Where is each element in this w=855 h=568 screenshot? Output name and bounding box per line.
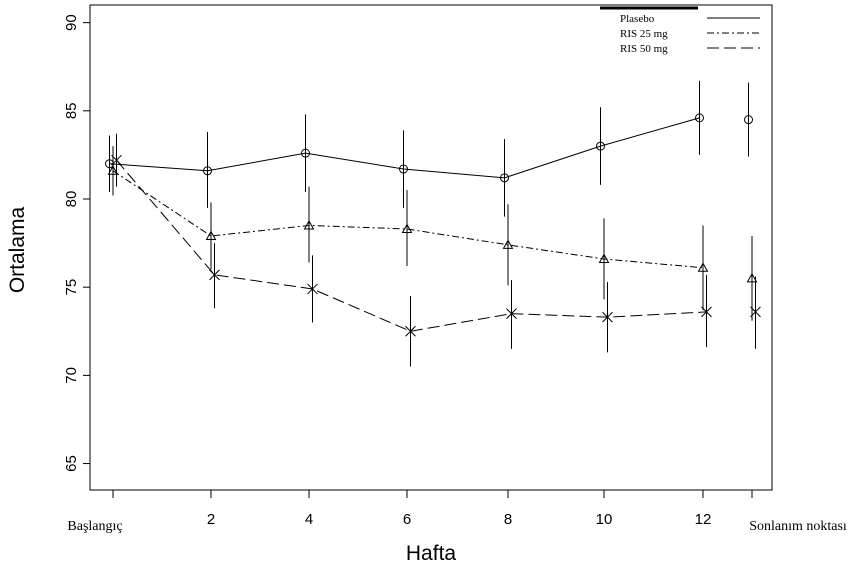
x-tick-label: Sonlanım noktası — [749, 519, 847, 534]
y-tick-label: 80 — [63, 191, 80, 208]
triangle-marker — [746, 272, 758, 283]
triangle-marker — [303, 219, 315, 230]
legend-label: RIS 50 mg — [620, 43, 668, 55]
series-ris-50-mg — [111, 133, 761, 367]
triangle-marker — [107, 165, 119, 175]
cross-stroke — [209, 269, 220, 281]
triangle-marker — [697, 262, 709, 272]
cross-stroke — [111, 154, 122, 166]
series-layer — [105, 80, 761, 367]
y-tick-label: 65 — [63, 455, 80, 472]
x-axis-label: Hafta — [406, 542, 457, 565]
legend: Plasebo RIS 25 mg RIS 50 mg — [600, 6, 760, 55]
x-tick-label: 12 — [695, 511, 712, 528]
y-tick-label: 70 — [63, 367, 80, 384]
series-plasebo — [105, 80, 753, 217]
circle-marker — [695, 113, 704, 123]
y-axis-label: Ortalama — [6, 207, 29, 294]
cross-marker — [405, 325, 416, 337]
cross-marker — [506, 308, 517, 319]
x-tick-label: 6 — [403, 511, 411, 528]
x-tick-label: Başlangıç — [67, 519, 122, 534]
x-tick-label: 10 — [596, 511, 613, 528]
circle-marker — [301, 148, 310, 158]
x-tick-label: 4 — [305, 511, 313, 528]
circle-marker — [500, 173, 509, 183]
cross-marker — [111, 154, 122, 166]
triangle-marker — [401, 223, 413, 233]
cross-stroke — [750, 306, 761, 318]
triangle-marker — [598, 253, 610, 263]
y-tick-label: 75 — [63, 279, 80, 296]
cross-marker — [602, 311, 613, 323]
y-tick-label: 85 — [63, 102, 80, 119]
x-tick-label: 8 — [504, 511, 512, 528]
circle-marker — [203, 166, 212, 176]
circle-marker — [596, 141, 605, 151]
circle-marker — [744, 115, 753, 125]
cross-marker — [307, 283, 318, 295]
circle-marker — [399, 164, 408, 174]
x-tick-label: 2 — [207, 511, 215, 528]
cross-marker — [701, 306, 712, 318]
axes: 65 70 75 80 85 90 Başlangıç 2 4 6 8 10 12 Sonlanım no… — [63, 4, 847, 534]
triangle-marker — [205, 230, 217, 241]
series-ris-25-mg — [107, 146, 758, 321]
triangle-marker — [502, 239, 514, 249]
legend-label: Plasebo — [620, 13, 655, 25]
cross-stroke — [506, 308, 517, 319]
series-line — [112, 170, 704, 269]
cross-stroke — [701, 306, 712, 318]
cross-marker — [750, 306, 761, 318]
cross-marker — [209, 269, 220, 281]
series-line — [116, 159, 707, 332]
series-line — [109, 117, 700, 179]
plot-frame — [89, 4, 773, 491]
cross-stroke — [307, 283, 318, 295]
y-tick-label: 90 — [63, 14, 80, 31]
cross-stroke — [602, 311, 613, 323]
legend-label: RIS 25 mg — [620, 28, 668, 40]
cross-stroke — [405, 325, 416, 337]
